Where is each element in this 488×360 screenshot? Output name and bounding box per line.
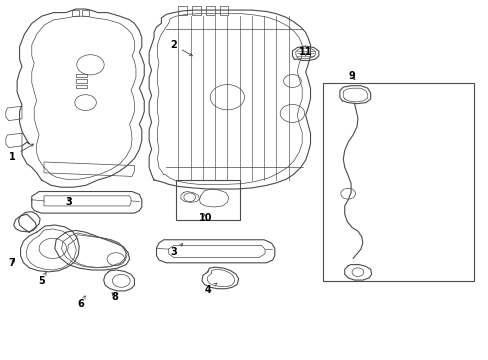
- Text: 3: 3: [65, 197, 72, 207]
- Bar: [176, 180, 239, 220]
- Bar: [219, 6, 228, 15]
- Text: 7: 7: [9, 258, 16, 268]
- Bar: [82, 10, 89, 16]
- Bar: [76, 74, 86, 77]
- Text: 4: 4: [204, 283, 216, 295]
- Bar: [192, 6, 201, 15]
- Text: 8: 8: [111, 292, 118, 302]
- Text: 11: 11: [298, 47, 312, 57]
- Text: 9: 9: [348, 71, 355, 81]
- Bar: [76, 85, 86, 88]
- Text: 10: 10: [198, 213, 212, 223]
- Bar: [76, 79, 86, 83]
- Text: 3: 3: [170, 244, 183, 257]
- Text: 5: 5: [38, 273, 46, 286]
- Text: 2: 2: [170, 40, 192, 56]
- Bar: [322, 83, 473, 281]
- Bar: [178, 6, 187, 15]
- Bar: [72, 10, 79, 16]
- Text: 1: 1: [9, 144, 33, 162]
- Text: 6: 6: [77, 296, 85, 309]
- Bar: [205, 6, 214, 15]
